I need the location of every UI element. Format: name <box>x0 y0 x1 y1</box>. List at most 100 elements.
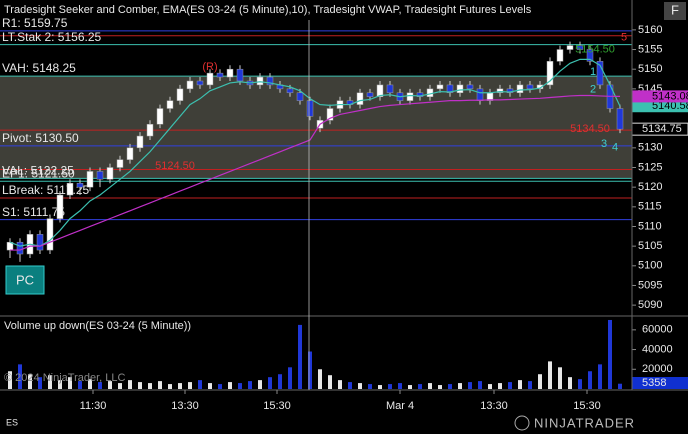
volume-bar <box>288 367 292 389</box>
price-box <box>632 100 688 113</box>
candle-body <box>616 108 624 130</box>
volume-bar <box>398 383 402 389</box>
volume-bar <box>248 381 252 389</box>
volume-bar <box>448 384 452 389</box>
candle-body <box>166 100 174 109</box>
volume-bar <box>48 375 52 389</box>
copyright: © 2024 NinjaTrader, LLC <box>4 372 125 384</box>
volume-bar <box>378 385 382 389</box>
candle-body <box>236 68 244 82</box>
volume-bar <box>108 381 112 389</box>
annotation: (R) <box>202 61 217 73</box>
volume-bar <box>408 385 412 389</box>
volume-bar <box>338 380 342 389</box>
volume-bar <box>348 382 352 389</box>
volume-bar <box>68 377 72 389</box>
candle-body <box>526 84 534 90</box>
annotation: 5124.50 <box>155 160 195 172</box>
candle-body <box>516 84 524 94</box>
candle-body <box>106 167 114 180</box>
volume-bar <box>88 379 92 389</box>
volume-bar <box>148 383 152 389</box>
logo: NINJATRADER <box>534 415 635 430</box>
volume-bar <box>218 384 222 389</box>
price-box-label: 5140.58 <box>652 100 688 112</box>
y-tick-label: 5130 <box>638 142 662 154</box>
volume-bar <box>318 369 322 389</box>
volume-bar <box>178 383 182 389</box>
candle-body <box>426 88 434 97</box>
y-tick-label: 5150 <box>638 63 662 75</box>
volume-panel: 20000 40000 60000 5358 <box>8 319 688 389</box>
volume-bar <box>518 380 522 389</box>
y-tick-label: 60000 <box>642 324 673 336</box>
volume-bar <box>478 381 482 389</box>
volume-bar <box>98 382 102 389</box>
x-tick-label: Mar 4 <box>386 400 414 412</box>
volume-bar <box>258 380 262 389</box>
candle-body <box>436 84 444 90</box>
last-price-label: 5134.75 <box>642 123 682 135</box>
candle-body <box>366 92 374 97</box>
price-box-label: 5143.08 <box>652 90 688 102</box>
candle-body <box>216 72 224 78</box>
annotation: 1 <box>590 66 596 78</box>
candle-body <box>576 45 584 50</box>
y-tick-label: 40000 <box>642 343 673 355</box>
y-tick-label: 5110 <box>638 220 662 232</box>
level-label: VAH: 5148.25 <box>2 61 76 75</box>
candle-body <box>36 234 44 251</box>
volume-bar <box>138 382 142 389</box>
candle-body <box>206 72 214 86</box>
pc-button[interactable] <box>5 265 45 295</box>
x-tick-label: 15:30 <box>263 400 291 412</box>
volume-bar <box>508 382 512 389</box>
annotation: 4 <box>612 142 618 154</box>
volume-bar <box>578 379 582 389</box>
volume-bar <box>558 367 562 389</box>
candle-body <box>96 171 104 180</box>
f-button-label[interactable]: F <box>671 2 679 17</box>
candle-body <box>376 84 384 97</box>
f-button[interactable] <box>664 2 686 20</box>
volume-bar <box>208 383 212 389</box>
candle-body <box>266 76 274 86</box>
price-box <box>632 90 688 103</box>
candle-body <box>286 88 294 94</box>
volume-box-label: 5358 <box>642 377 666 389</box>
candle-body <box>226 68 234 78</box>
volume-bar <box>388 384 392 389</box>
candle-body <box>466 84 474 90</box>
candle-body <box>536 84 544 90</box>
volume-bar <box>618 383 622 389</box>
candle-body <box>596 61 604 86</box>
candle-body <box>76 182 84 188</box>
candle-body <box>476 88 484 101</box>
y-tick-label: 5105 <box>638 240 662 252</box>
volume-bar <box>588 371 592 389</box>
pc-button-label[interactable]: PC <box>16 272 34 287</box>
volume-bar <box>608 319 612 389</box>
candle-body <box>46 218 54 251</box>
volume-bar <box>298 324 302 389</box>
annotation: 5 <box>621 32 627 44</box>
volume-bar <box>278 374 282 389</box>
candle-body <box>86 171 94 188</box>
volume-bar <box>228 382 232 389</box>
volume-bar <box>38 377 42 389</box>
volume-bar <box>458 383 462 389</box>
volume-bar <box>158 381 162 389</box>
volume-bar <box>8 371 12 389</box>
level-label: Pivot: 5130.50 <box>2 131 79 145</box>
candle-body <box>156 108 164 125</box>
candle-body <box>356 92 364 105</box>
candle-body <box>566 45 574 50</box>
y-tick-label: 5095 <box>638 279 662 291</box>
volume-bar <box>28 374 32 389</box>
candle-body <box>176 88 184 101</box>
candle-body <box>56 194 64 219</box>
volume-bar <box>78 381 82 389</box>
candle-body <box>116 159 124 168</box>
